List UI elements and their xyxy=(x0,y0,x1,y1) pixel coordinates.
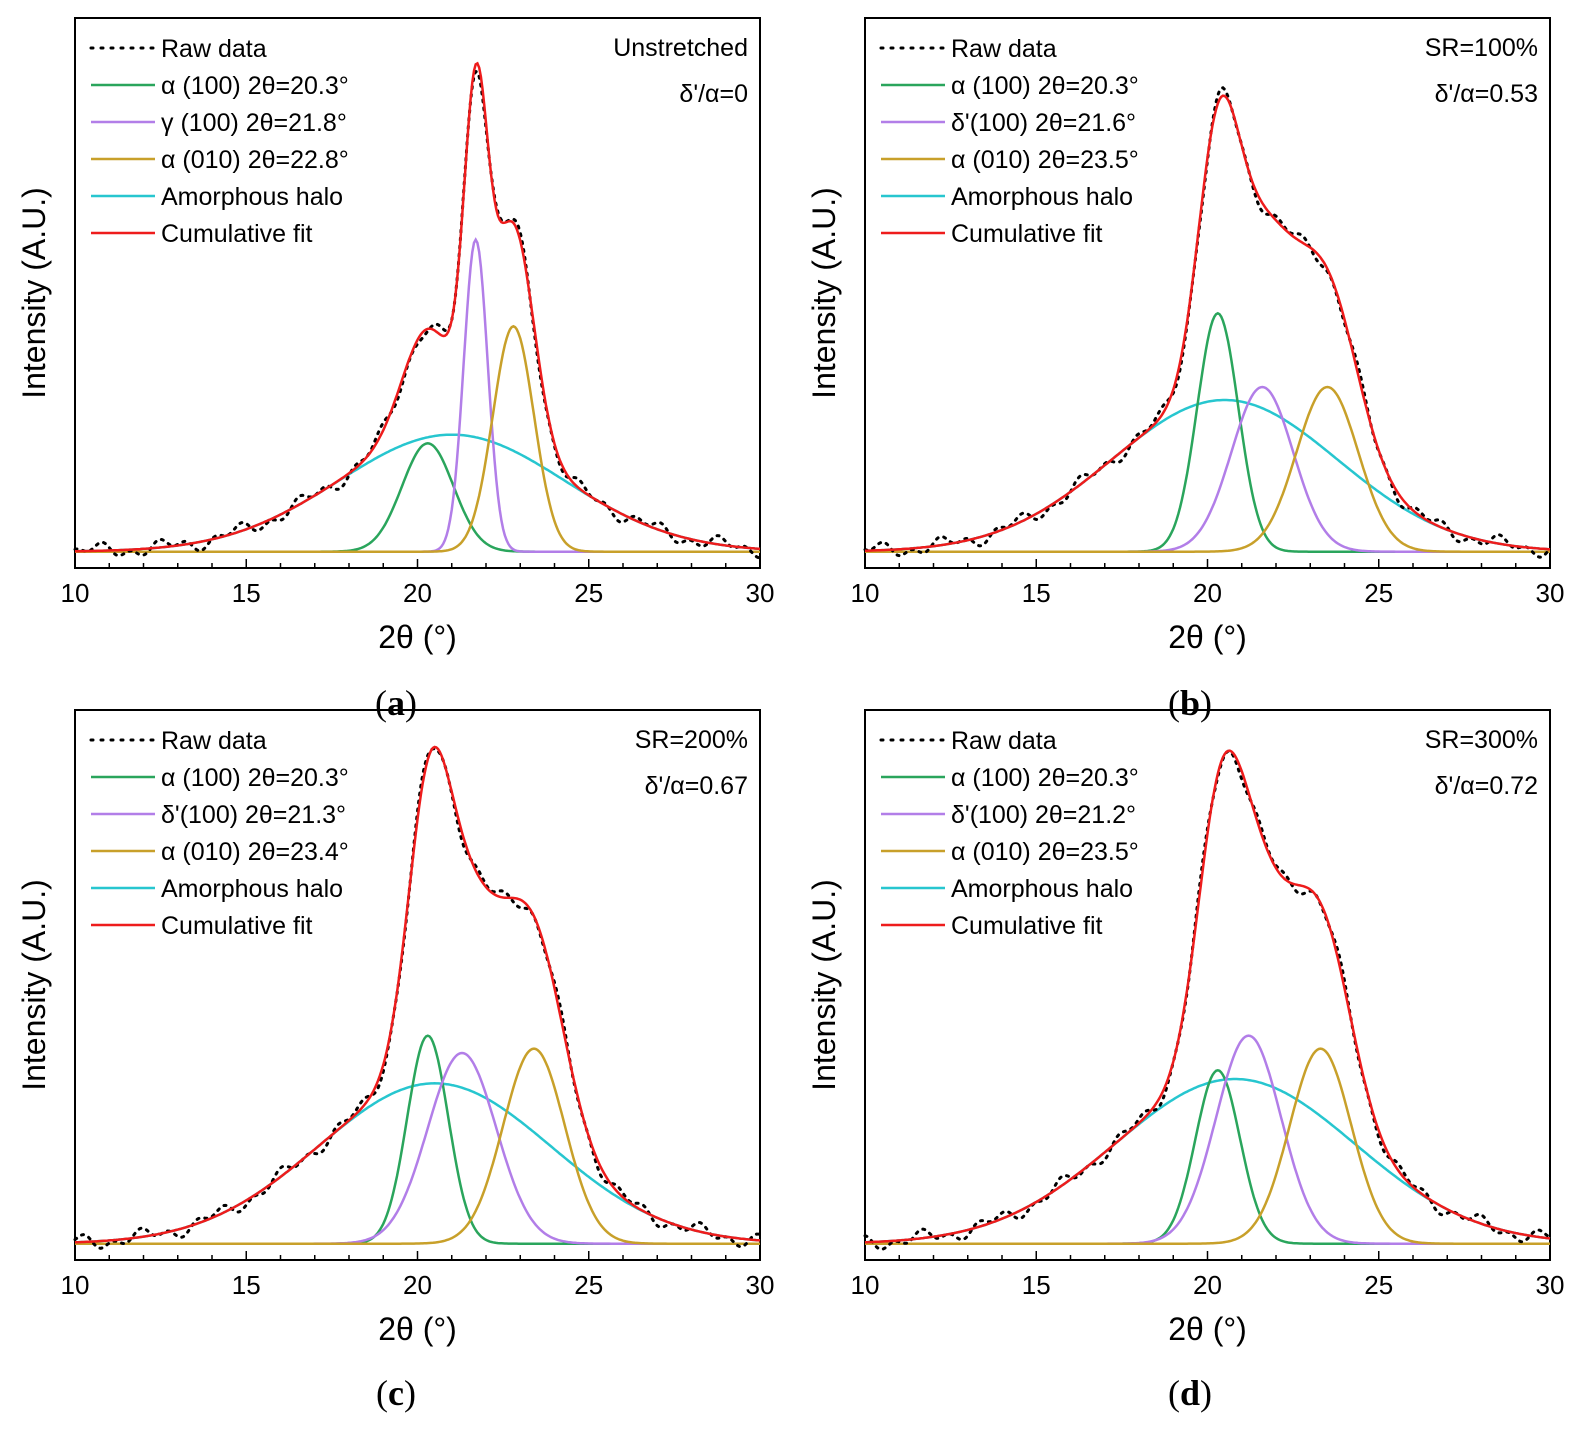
panel-d: 10 15 20 25 30 2θ (°) Intensity (A.U.) Raw data… xyxy=(806,709,1565,1347)
amorphous-halo-curve xyxy=(864,1077,1551,1244)
panel-annotation: δ'/α=0 xyxy=(679,80,748,108)
x-tick-label: 30 xyxy=(746,578,775,608)
legend-label: α (100) 2θ=20.3° xyxy=(951,72,1139,100)
x-axis-title: 2θ (°) xyxy=(378,1311,457,1347)
alpha-010-curve xyxy=(75,1047,760,1245)
raw-data-curve xyxy=(73,69,762,560)
caption-c: (c) xyxy=(376,1373,416,1413)
x-tick-label: 15 xyxy=(1022,1270,1051,1300)
mid-peak-curve xyxy=(75,1051,760,1245)
legend-label: Amorphous halo xyxy=(161,875,343,903)
legend-label: Raw data xyxy=(161,727,267,755)
legend-label: Raw data xyxy=(161,35,267,63)
x-tick-label: 30 xyxy=(1536,578,1565,608)
x-tick-label: 20 xyxy=(1193,1270,1222,1300)
panel-annotation: δ'/α=0.72 xyxy=(1435,772,1538,800)
x-tick-label: 10 xyxy=(61,578,90,608)
panel-annotation: Unstretched xyxy=(613,34,748,62)
alpha-010-curve xyxy=(75,324,760,553)
legend-label: γ (100) 2θ=21.8° xyxy=(161,109,347,137)
legend-label: Cumulative fit xyxy=(951,912,1102,940)
plot-frame xyxy=(74,17,761,569)
cumulative-fit-curve xyxy=(74,745,761,1244)
alpha-100-curve xyxy=(75,442,760,553)
x-tick-label: 15 xyxy=(232,578,261,608)
legend-label: α (100) 2θ=20.3° xyxy=(951,764,1139,792)
x-axis-title: 2θ (°) xyxy=(1168,619,1247,655)
alpha-010-curve xyxy=(865,1047,1550,1245)
legend-label: α (100) 2θ=20.3° xyxy=(161,764,349,792)
legend-label: α (010) 2θ=22.8° xyxy=(161,146,349,174)
legend-label: Raw data xyxy=(951,35,1057,63)
caption-d: (d) xyxy=(1167,1373,1213,1413)
alpha-010-curve xyxy=(865,385,1550,553)
x-tick-label: 10 xyxy=(851,578,880,608)
x-tick-label: 15 xyxy=(1022,578,1051,608)
x-tick-label: 20 xyxy=(1193,578,1222,608)
x-tick-label: 10 xyxy=(61,1270,90,1300)
y-axis-title: Intensity (A.U.) xyxy=(806,879,842,1091)
legend-label: δ'(100) 2θ=21.2° xyxy=(951,801,1136,829)
x-axis-title: 2θ (°) xyxy=(378,619,457,655)
x-tick-label: 25 xyxy=(574,1270,603,1300)
mid-peak-curve xyxy=(75,237,760,553)
legend-label: Amorphous halo xyxy=(161,183,343,211)
x-tick-label: 30 xyxy=(746,1270,775,1300)
x-tick-label: 20 xyxy=(403,578,432,608)
caption-b: (b) xyxy=(1167,683,1213,723)
caption-a: (a) xyxy=(375,683,417,723)
legend-label: Cumulative fit xyxy=(161,220,312,248)
legend-label: α (010) 2θ=23.4° xyxy=(161,838,349,866)
x-tick-label: 20 xyxy=(403,1270,432,1300)
y-axis-title: Intensity (A.U.) xyxy=(16,187,52,399)
legend-label: Amorphous halo xyxy=(951,183,1133,211)
legend-label: Raw data xyxy=(951,727,1057,755)
legend-label: Cumulative fit xyxy=(161,912,312,940)
x-tick-label: 25 xyxy=(574,578,603,608)
x-tick-label: 15 xyxy=(232,1270,261,1300)
x-tick-label: 10 xyxy=(851,1270,880,1300)
panel-c: 10 15 20 25 30 2θ (°) Intensity (A.U.) Raw data… xyxy=(16,709,775,1347)
alpha-100-curve xyxy=(75,1034,760,1245)
y-axis-title: Intensity (A.U.) xyxy=(806,187,842,399)
raw-data-curve xyxy=(863,86,1552,559)
panel-annotation: SR=300% xyxy=(1425,726,1538,754)
legend-label: α (010) 2θ=23.5° xyxy=(951,146,1139,174)
x-tick-label: 30 xyxy=(1536,1270,1565,1300)
cumulative-fit-curve xyxy=(865,94,1551,552)
legend-label: δ'(100) 2θ=21.3° xyxy=(161,801,346,829)
x-tick-label: 25 xyxy=(1364,578,1393,608)
legend-label: δ'(100) 2θ=21.6° xyxy=(951,109,1136,137)
legend-label: α (010) 2θ=23.5° xyxy=(951,838,1139,866)
x-axis-title: 2θ (°) xyxy=(1168,1311,1247,1347)
cumulative-fit-curve xyxy=(864,749,1551,1244)
panel-a: 10 15 20 25 30 2θ (°) Intensity (A.U.) Raw data… xyxy=(16,17,775,655)
x-tick-label: 25 xyxy=(1364,1270,1393,1300)
panel-annotation: δ'/α=0.67 xyxy=(645,772,748,800)
alpha-100-curve xyxy=(865,1068,1550,1245)
y-axis-title: Intensity (A.U.) xyxy=(16,879,52,1091)
cumulative-fit-curve xyxy=(75,61,761,553)
panel-annotation: SR=200% xyxy=(635,726,748,754)
panel-annotation: δ'/α=0.53 xyxy=(1435,80,1538,108)
legend-label: Cumulative fit xyxy=(951,220,1102,248)
legend-label: Amorphous halo xyxy=(951,875,1133,903)
panel-b: 10 15 20 25 30 2θ (°) Intensity (A.U.) Raw data… xyxy=(806,17,1565,655)
legend-label: α (100) 2θ=20.3° xyxy=(161,72,349,100)
panel-annotation: SR=100% xyxy=(1425,34,1538,62)
